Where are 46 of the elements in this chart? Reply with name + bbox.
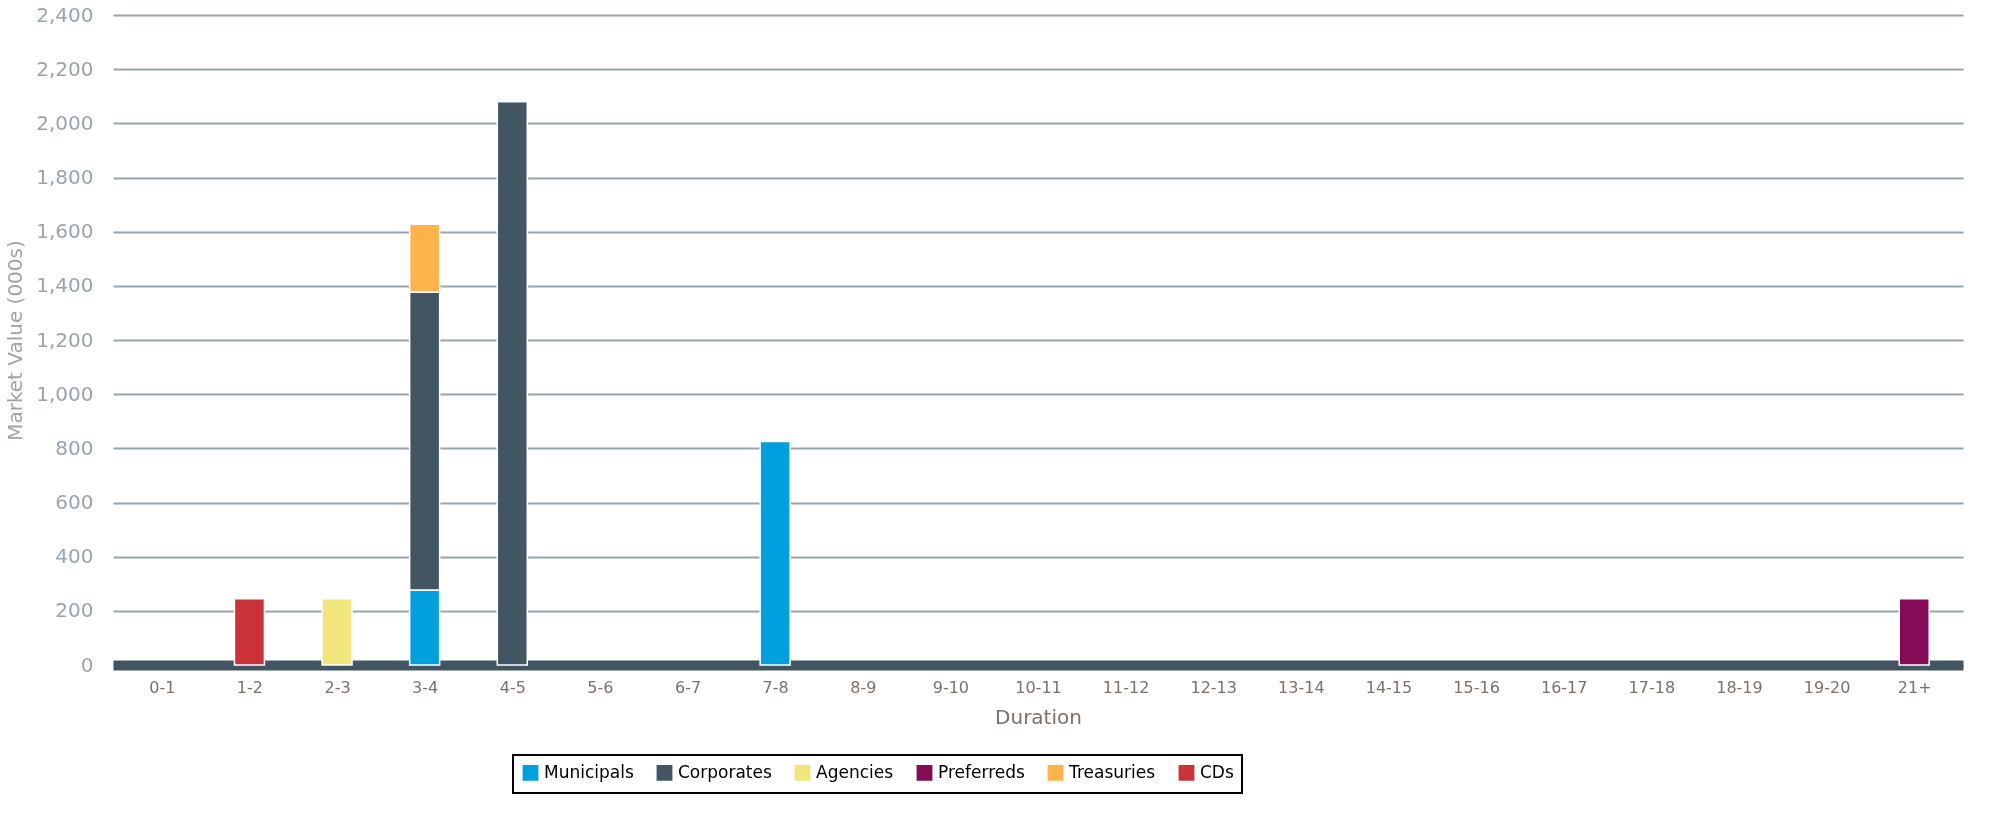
y-tick-label: 400 [55, 544, 94, 569]
y-tick-label: 1,800 [36, 165, 94, 189]
y-tick-label: 1,000 [36, 381, 94, 406]
x-tick-label: 2-3 [324, 677, 351, 697]
y-tick-label: 2,200 [36, 56, 94, 81]
x-tick-label: 15-16 [1453, 677, 1500, 697]
x-tick-label: 11-12 [1102, 677, 1150, 697]
y-tick-label: 0 [80, 652, 94, 677]
x-tick-label: 0-1 [149, 677, 176, 697]
bar [1898, 597, 1930, 666]
x-tick-label: 16-17 [1540, 677, 1588, 697]
x-tick-label: 19-20 [1803, 677, 1851, 697]
x-tick-label: 13-14 [1278, 677, 1325, 697]
x-tick-label: 7-8 [762, 677, 789, 697]
x-tick-label: 14-15 [1365, 677, 1413, 697]
x-tick-label: 4-5 [499, 677, 526, 697]
legend-label: Treasuries [1068, 761, 1156, 782]
x-axis-title: Duration [995, 704, 1082, 729]
y-tick-label: 2,000 [36, 110, 94, 135]
legend-label: Agencies [816, 761, 894, 782]
legend-label: Corporates [678, 761, 772, 782]
x-tick-label: 8-9 [850, 677, 877, 697]
y-tick-label: 1,600 [36, 219, 94, 244]
x-tick-label: 5-6 [587, 677, 614, 697]
x-tick-label: 1-2 [236, 677, 263, 697]
x-tick-label: 18-19 [1716, 677, 1763, 697]
bar [233, 597, 266, 666]
x-tick-label: 3-4 [412, 677, 439, 697]
legend-label: CDs [1200, 761, 1234, 782]
y-tick-label: 2,400 [36, 2, 94, 27]
x-tick-label: 6-7 [674, 677, 702, 697]
x-tick-label: 17-18 [1628, 677, 1676, 697]
bar [321, 597, 353, 666]
x-tick-label: 12-13 [1190, 677, 1237, 697]
y-tick-label: 800 [55, 435, 94, 460]
y-tick-label: 1,200 [36, 327, 94, 352]
y-tick-label: 600 [55, 490, 94, 514]
x-tick-label: 9-10 [932, 677, 970, 697]
legend-label: Preferreds [938, 761, 1026, 782]
y-tick-label: 200 [55, 598, 94, 623]
y-tick-label: 1,400 [36, 273, 94, 298]
bar [759, 440, 791, 666]
y-axis-title: Market Value (000s) [3, 240, 28, 441]
x-tick-label: 10-11 [1015, 677, 1062, 697]
legend-label: Municipals [544, 761, 634, 782]
x-tick-label: 21+ [1897, 677, 1932, 697]
